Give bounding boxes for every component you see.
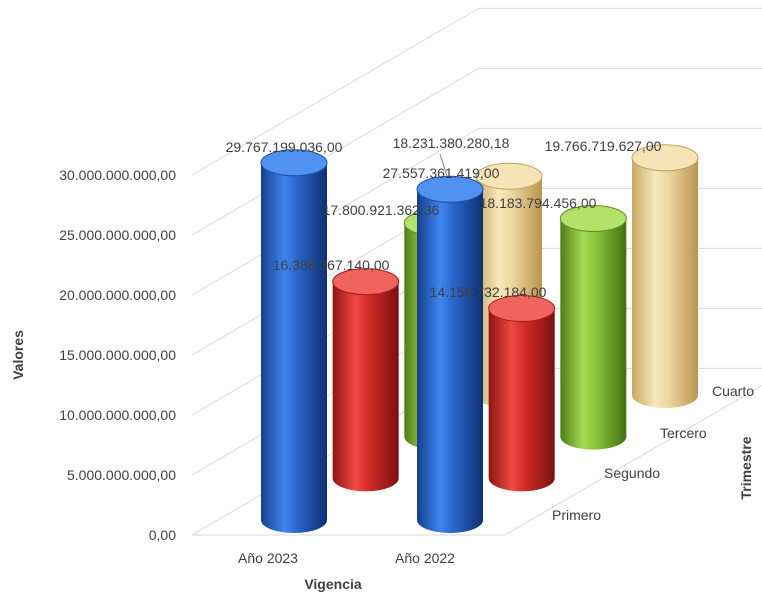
bar-top: [488, 295, 556, 323]
bar-top: [475, 162, 543, 190]
bar-body: [488, 308, 555, 492]
bar-body: [417, 189, 483, 534]
bar-top: [631, 144, 699, 172]
y-tick-label: 20.000.000.000,00: [59, 287, 176, 303]
x-tick-label: Año 2023: [238, 550, 298, 566]
data-label: 19.766.719.627,00: [545, 138, 662, 154]
y-tick-label: 25.000.000.000,00: [59, 227, 176, 243]
y-tick-label: 30.000.000.000,00: [59, 167, 176, 183]
y-tick-label: 0,00: [149, 527, 176, 543]
bar-segundo-2022: [488, 295, 556, 492]
x-tick-label: Año 2022: [395, 550, 455, 566]
data-label: 16.388.367.140,00: [273, 257, 390, 273]
data-label: 18.183.794.456,00: [480, 195, 597, 211]
bar-body: [632, 157, 698, 408]
bar-top: [260, 149, 328, 177]
depth-tick-label: Cuarto: [712, 383, 754, 399]
bar-body: [560, 218, 627, 450]
bar-top: [416, 175, 484, 203]
y-axis-title: Valores: [10, 330, 26, 380]
data-label: 14.150.732.184,00: [430, 284, 547, 300]
x-axis-title: Vigencia: [304, 576, 362, 592]
bar-segundo-2023: [332, 268, 400, 492]
depth-tick-label: Tercero: [660, 425, 707, 441]
y-tick-label: 5.000.000.000,00: [67, 467, 176, 483]
bar-body: [261, 162, 327, 533]
floor-edge: [192, 385, 762, 536]
y-tick-label: 15.000.000.000,00: [59, 347, 176, 363]
data-label: 17.800.921.362,36: [323, 202, 440, 218]
bar-cuarto-2022: [631, 144, 699, 408]
y-tick-label: 10.000.000.000,00: [59, 407, 176, 423]
bar-primero-2023: [260, 149, 328, 533]
data-label: 27.557.361.419,00: [383, 165, 500, 181]
bar-top: [559, 204, 627, 232]
depth-tick-label: Segundo: [604, 465, 660, 481]
bar-top: [332, 268, 400, 296]
bar-body: [332, 281, 399, 492]
data-label: 18.231.380.280,18: [393, 135, 510, 151]
depth-tick-label: Primero: [552, 507, 601, 523]
data-label: 29.767.199.036,00: [226, 139, 343, 155]
z-axis-title: Trimestre: [738, 436, 754, 499]
gridline: [191, 7, 762, 176]
bar-tercero-2022: [559, 204, 627, 450]
leader-line: [439, 153, 448, 177]
bar-primero-2022: [416, 175, 484, 534]
